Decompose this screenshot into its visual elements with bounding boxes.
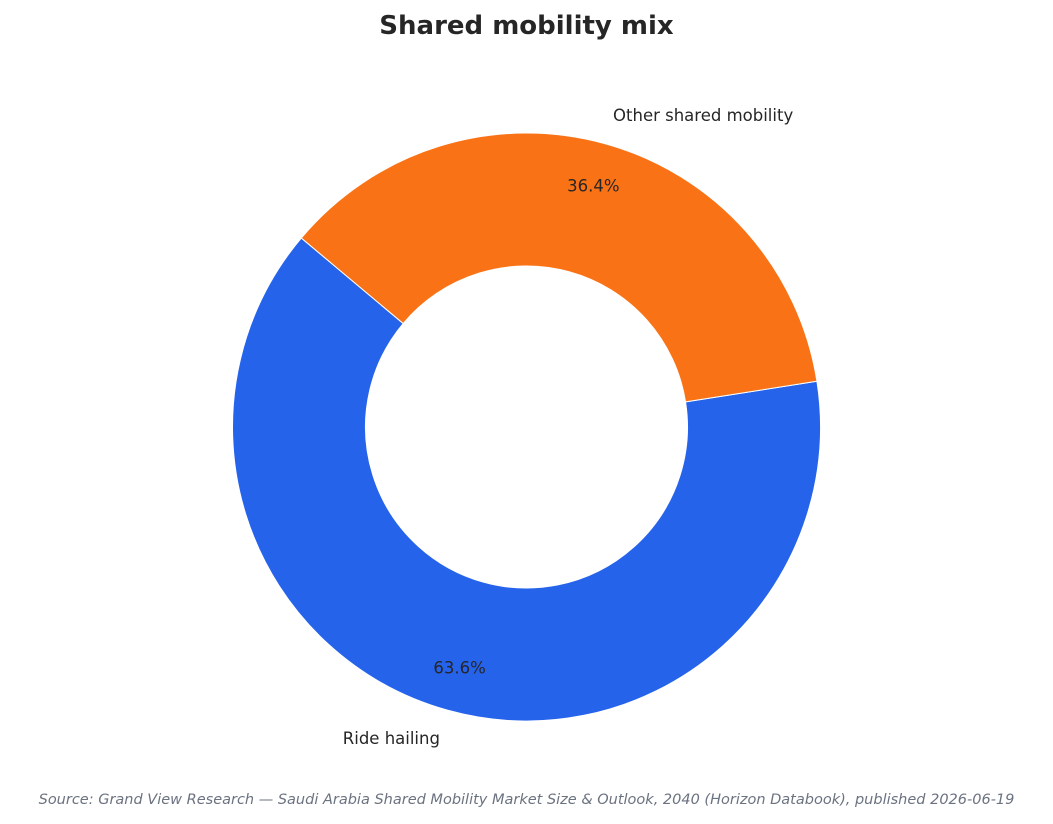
percent-label-ride-hailing: 63.6% — [433, 658, 485, 677]
slice-ride-hailing — [232, 237, 821, 722]
donut-labels: 63.6% Ride hailing 36.4% Other shared mobil… — [343, 106, 794, 748]
chart-title: Shared mobility mix — [379, 11, 674, 41]
donut-slices — [232, 132, 821, 722]
slice-other-shared-mobility — [300, 132, 818, 403]
source-note: Source: Grand View Research — Saudi Arab… — [38, 792, 1015, 808]
category-label-other-shared-mobility: Other shared mobility — [613, 106, 793, 125]
percent-label-other-shared-mobility: 36.4% — [567, 177, 619, 196]
category-label-ride-hailing: Ride hailing — [343, 729, 440, 748]
